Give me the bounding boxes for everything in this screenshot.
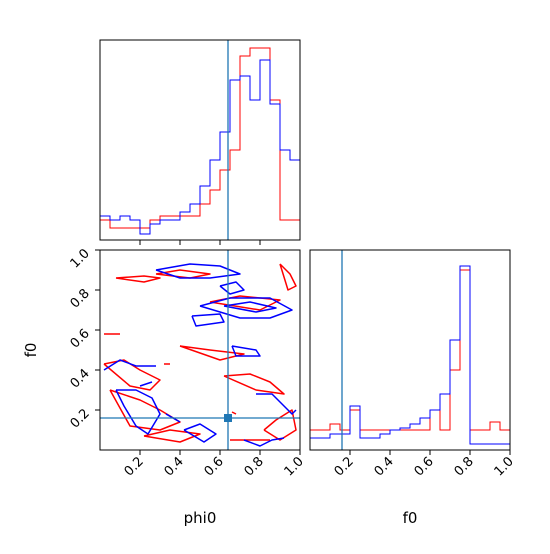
contour-line — [139, 381, 153, 387]
f0-marginal-histogram: 0.2 0.4 0.6 0.8 1.0 — [309, 249, 517, 479]
contour-line — [223, 301, 277, 313]
contour-line — [109, 389, 181, 431]
f0-histogram-step — [309, 265, 510, 450]
contour-line — [103, 359, 156, 371]
joint-x-tick-label: 0.6 — [202, 454, 227, 479]
f0-x-tick-label: 0.4 — [372, 454, 397, 479]
contour-line — [143, 429, 201, 443]
joint-x-axis-title: phi0 — [184, 509, 217, 527]
contour-line — [179, 345, 245, 361]
f0-marginal-frame — [309, 249, 511, 451]
f0-x-tick-label: 0.6 — [412, 454, 437, 479]
phi0-marginal-histogram — [99, 39, 301, 245]
f0-x-axis-title: f0 — [403, 509, 418, 527]
contour-line — [223, 373, 285, 395]
joint-x-tick-label: 1.0 — [282, 454, 307, 479]
joint-truth-marker — [224, 414, 232, 422]
contour-line — [191, 313, 225, 327]
contour-line — [183, 423, 217, 443]
phi0-histogram-step — [99, 59, 300, 240]
f0-x-tick-label: 1.0 — [492, 454, 517, 479]
joint-y-tick-label: 0.8 — [68, 286, 93, 311]
contour-line — [243, 437, 285, 447]
phi0-f0-contour-plot: 0.2 0.4 0.6 0.8 1.0 0.2 0.4 0.6 0.8 1.0 — [68, 246, 307, 479]
contour-line — [199, 297, 293, 319]
joint-y-tick-label: 1.0 — [68, 246, 93, 271]
contour-line — [279, 263, 297, 291]
contour-line — [256, 393, 297, 415]
phi0-marginal-frame — [99, 39, 301, 241]
contour-line — [155, 269, 211, 279]
joint-y-axis-title: f0 — [22, 343, 40, 358]
contour-line — [115, 389, 161, 435]
contour-line — [219, 281, 245, 295]
phi0-histogram-step — [99, 47, 300, 240]
contour-line — [231, 345, 261, 357]
joint-x-tick-label: 0.2 — [122, 454, 147, 479]
contour-line — [263, 409, 297, 441]
joint-y-tick-label: 0.2 — [68, 406, 93, 431]
contour-line — [231, 411, 237, 415]
joint-x-tick-label: 0.8 — [242, 454, 267, 479]
contour-line — [155, 263, 241, 279]
contour-layer — [103, 263, 297, 447]
f0-x-tick-label: 0.8 — [452, 454, 477, 479]
f0-histogram-step — [309, 269, 510, 450]
contour-line — [103, 359, 161, 391]
joint-frame — [99, 249, 301, 451]
contour-line — [115, 275, 161, 283]
joint-y-tick-label: 0.4 — [68, 366, 93, 391]
joint-y-tick-label: 0.6 — [68, 326, 93, 351]
joint-x-tick-label: 0.4 — [162, 454, 187, 479]
f0-x-tick-label: 0.2 — [332, 454, 357, 479]
